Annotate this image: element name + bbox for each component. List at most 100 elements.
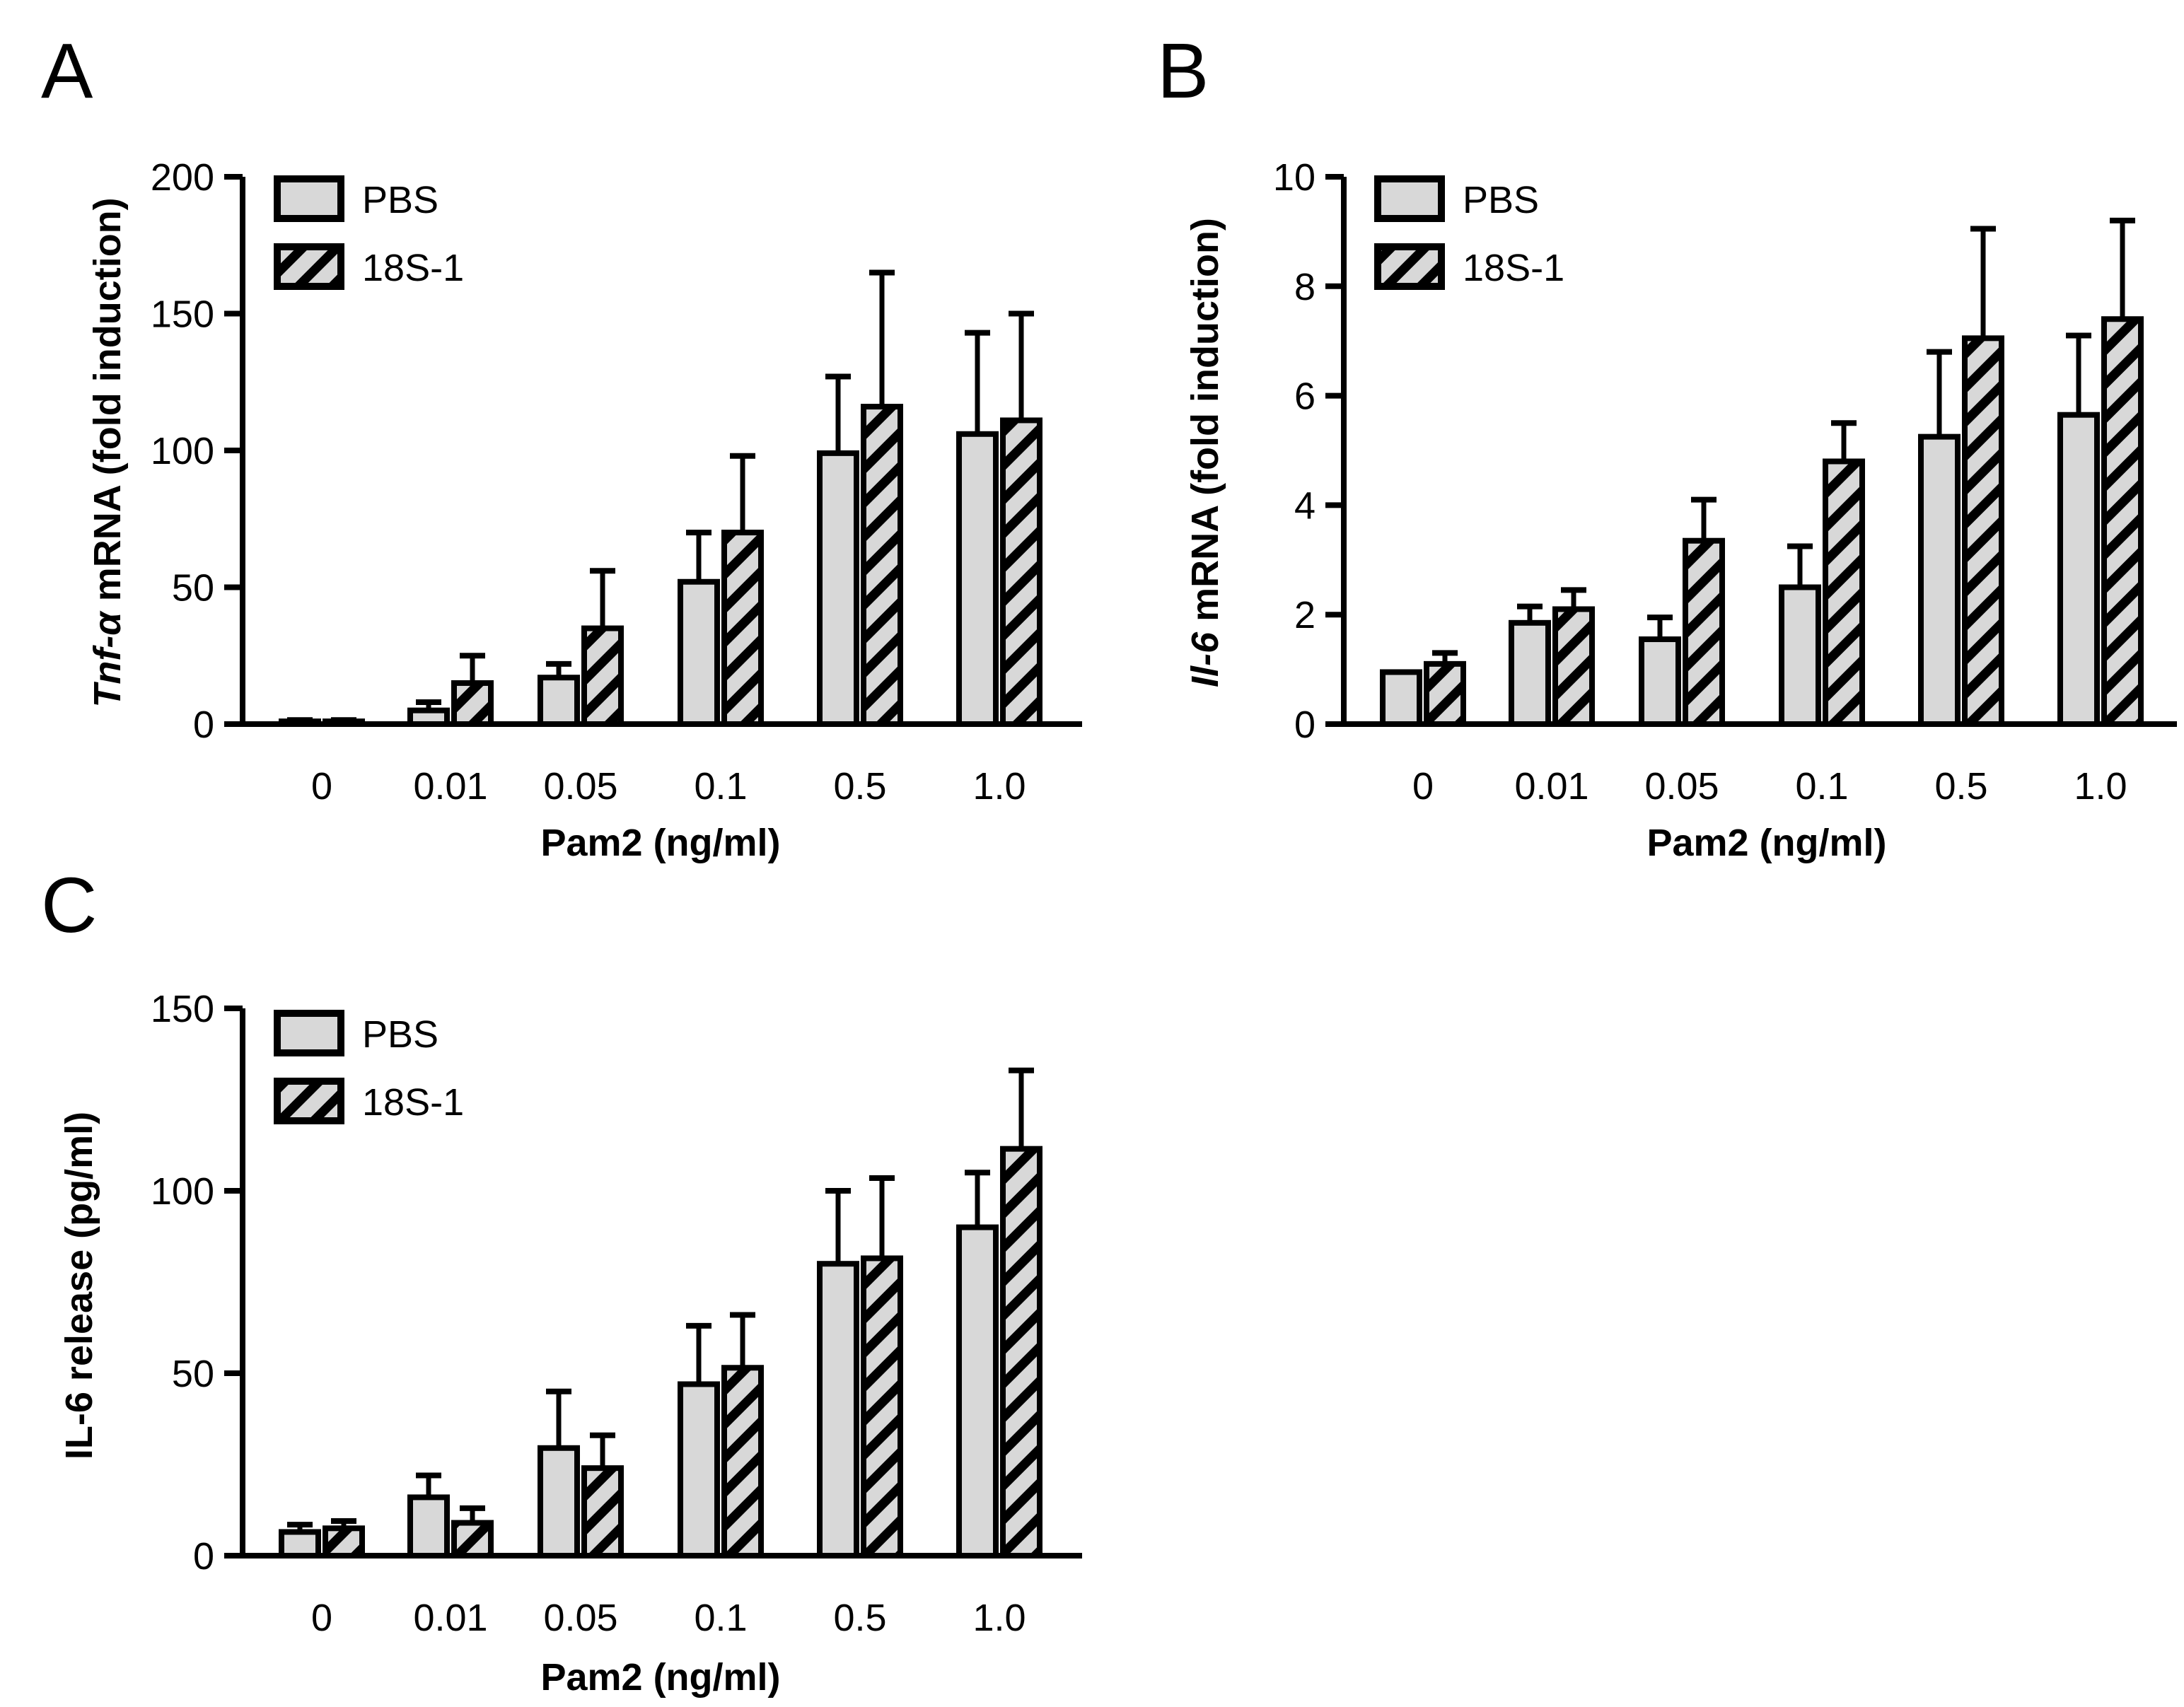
panel-b-legend: PBS 18S-1	[1374, 175, 1564, 290]
panel-a-legend-swatch-pbs	[274, 175, 344, 222]
panel-a-x-tick-label: 0.5	[833, 765, 886, 808]
panel-a-y-tick-label: 150	[151, 293, 214, 336]
panel-letter-c: C	[41, 862, 97, 949]
panel-a: A 0 50 100 150 200 0 0.01 0.05 0.1 0.5 1.0 Tnf-α …	[41, 28, 1082, 864]
panel-b-y-axis-label-italic: Il-6	[1184, 631, 1226, 687]
panel-c-x-tick-label: 0.01	[413, 1597, 487, 1639]
panel-c-legend-swatch-pbs	[274, 1010, 344, 1056]
panel-a-y-tick-label: 200	[151, 156, 214, 199]
panel-c-x-tick-label: 0	[311, 1597, 332, 1639]
panel-b-y-axis-label-rest: mRNA (fold induction)	[1184, 218, 1226, 632]
panel-b-bar-18s1	[1683, 537, 1725, 728]
panel-a-bars	[279, 269, 1042, 728]
panel-a-y-tick-label: 0	[193, 704, 214, 746]
panel-a-legend: PBS 18S-1	[274, 175, 464, 290]
panel-b-y-axis-label: Il-6 mRNA (fold induction)	[1184, 218, 1226, 687]
panel-c-bars	[279, 1067, 1042, 1559]
panel-b-bar-18s1	[1552, 606, 1595, 728]
panel-a-y-tick-label: 50	[172, 567, 214, 610]
panel-a-bar-18s1	[451, 680, 494, 728]
panel-a-x-tick-label: 0.1	[694, 765, 747, 808]
panel-b-legend-label-18s1: 18S-1	[1463, 247, 1564, 289]
panel-c-y-ticks: 0 50 100 150	[151, 988, 243, 1578]
panel-b: B 0 2 4 6 8 10 0 0.01 0.05 0.1 0.5 1.0 Il-6 mRNA (…	[1157, 28, 2177, 864]
panel-c-bar-18s1	[721, 1365, 764, 1559]
panel-b-x-tick-label: 0.05	[1644, 765, 1719, 808]
panel-c-y-axis-label: IL-6 release (pg/ml)	[58, 1112, 100, 1460]
panel-b-y-tick-label: 8	[1294, 266, 1315, 308]
panel-b-bar-pbs	[2057, 412, 2100, 727]
panel-b-y-ticks: 0 2 4 6 8 10	[1273, 156, 1344, 746]
panel-a-bar-pbs	[956, 431, 999, 728]
panel-a-bar-pbs	[817, 450, 859, 727]
panel-c-y-tick-label: 50	[172, 1353, 214, 1395]
panel-c-x-tick-label: 0.1	[694, 1597, 747, 1639]
panel-a-x-tick-label: 0.05	[543, 765, 617, 808]
panel-b-y-tick-label: 6	[1294, 375, 1315, 418]
panel-c-bar-pbs	[407, 1494, 450, 1559]
panel-a-x-tick-label: 1.0	[972, 765, 1026, 808]
panel-b-bars	[1380, 217, 2144, 728]
panel-c-bar-pbs	[956, 1224, 999, 1559]
panel-a-y-axis-label-italic: Tnf-α	[86, 610, 129, 708]
panel-c-x-axis-label: Pam2 (ng/ml)	[540, 1656, 780, 1699]
panel-a-y-tick-label: 100	[151, 430, 214, 472]
panel-b-bar-pbs	[1918, 433, 1961, 728]
panel-a-legend-label-18s1: 18S-1	[362, 247, 464, 289]
panel-c-bar-pbs	[538, 1445, 580, 1559]
panel-b-bar-18s1	[1823, 458, 1865, 727]
panel-b-x-tick-label: 0.5	[1934, 765, 1987, 808]
panel-b-x-tick-label: 0.1	[1795, 765, 1848, 808]
panel-a-bar-18s1	[581, 625, 624, 727]
panel-b-y-tick-label: 10	[1273, 156, 1315, 199]
panel-b-bar-pbs	[1380, 669, 1422, 727]
panel-c-y-tick-label: 100	[151, 1170, 214, 1213]
panel-c-bar-18s1	[861, 1255, 903, 1559]
panel-b-x-tick-label: 0	[1412, 765, 1434, 808]
panel-a-x-axis-label: Pam2 (ng/ml)	[540, 822, 780, 864]
panel-b-x-tick-label: 1.0	[2074, 765, 2127, 808]
panel-b-bar-pbs	[1639, 636, 1681, 728]
panel-c: C 0 50 100 150 0 0.01 0.05 0.1 0.5 1.0 IL-6 rele…	[41, 862, 1082, 1699]
panel-b-legend-swatch-18s1	[1374, 243, 1445, 290]
panel-c-x-tick-label: 1.0	[972, 1597, 1026, 1639]
panel-b-bar-pbs	[1509, 619, 1551, 727]
panel-a-bar-18s1	[721, 530, 764, 727]
panel-a-legend-label-pbs: PBS	[362, 179, 438, 221]
panel-a-bar-18s1	[1000, 417, 1042, 727]
panel-a-bar-pbs	[538, 675, 580, 728]
panel-b-y-tick-label: 0	[1294, 704, 1315, 746]
panel-b-x-tick-label: 0.01	[1514, 765, 1588, 808]
panel-b-x-axis-label: Pam2 (ng/ml)	[1646, 822, 1886, 864]
panel-b-legend-swatch-pbs	[1374, 175, 1445, 222]
panel-c-axes	[240, 1008, 1082, 1559]
panel-a-y-ticks: 0 50 100 150 200	[151, 156, 243, 746]
panel-c-bar-pbs	[279, 1529, 321, 1559]
panel-a-x-ticks: 0 0.01 0.05 0.1 0.5 1.0	[311, 765, 1026, 808]
panel-a-x-tick-label: 0.01	[413, 765, 487, 808]
panel-c-legend-label-18s1: 18S-1	[362, 1081, 464, 1124]
panel-c-y-tick-label: 0	[193, 1535, 214, 1578]
panel-b-axes	[1341, 177, 2177, 727]
panel-c-legend-label-pbs: PBS	[362, 1013, 438, 1056]
panel-c-legend: PBS 18S-1	[274, 1010, 464, 1124]
panel-b-legend-label-pbs: PBS	[1463, 179, 1539, 221]
panel-c-bar-pbs	[678, 1381, 720, 1559]
panel-c-legend-swatch-18s1	[274, 1078, 344, 1124]
panel-b-bar-18s1	[2101, 316, 2144, 727]
panel-c-bar-pbs	[817, 1261, 859, 1559]
panel-b-y-tick-label: 4	[1294, 484, 1315, 527]
panel-a-legend-swatch-18s1	[274, 243, 344, 290]
panel-c-x-tick-label: 0.05	[543, 1597, 617, 1639]
panel-c-y-tick-label: 150	[151, 988, 214, 1030]
panel-c-x-tick-label: 0.5	[833, 1597, 886, 1639]
panel-a-y-axis-label-rest: mRNA (fold induction)	[86, 197, 129, 612]
panel-b-bar-18s1	[1962, 335, 2004, 727]
panel-c-bar-18s1	[1000, 1146, 1042, 1559]
panel-c-bar-18s1	[323, 1525, 365, 1559]
panel-a-bar-pbs	[678, 578, 720, 728]
panel-letter-a: A	[41, 28, 93, 115]
panel-b-x-ticks: 0 0.01 0.05 0.1 0.5 1.0	[1412, 765, 2127, 808]
panel-c-x-ticks: 0 0.01 0.05 0.1 0.5 1.0	[311, 1597, 1026, 1639]
